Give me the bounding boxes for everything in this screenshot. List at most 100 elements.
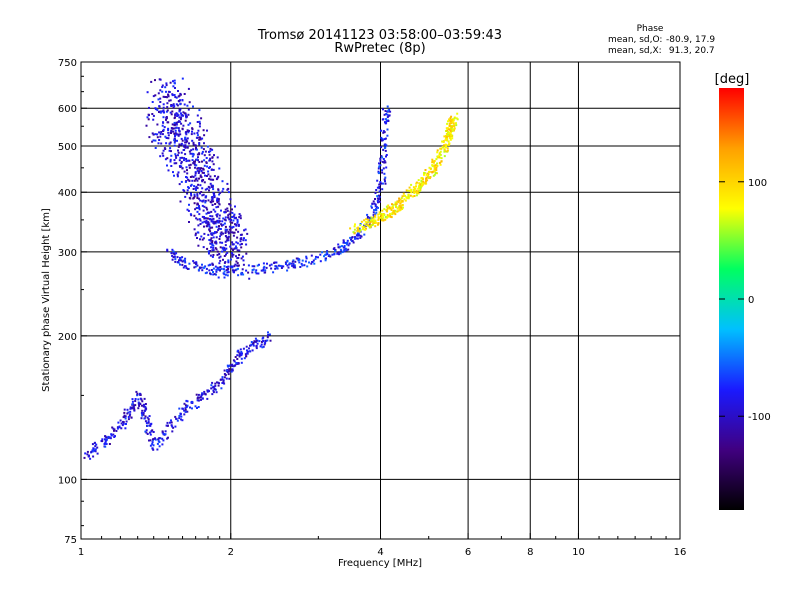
data-point bbox=[252, 342, 255, 345]
data-point bbox=[386, 113, 389, 116]
data-point bbox=[147, 420, 150, 423]
data-point bbox=[368, 226, 371, 229]
data-point bbox=[246, 350, 249, 353]
data-point bbox=[450, 127, 453, 129]
data-point bbox=[212, 254, 215, 256]
data-point bbox=[349, 236, 352, 239]
data-point bbox=[229, 220, 232, 223]
data-point bbox=[202, 167, 204, 170]
data-point bbox=[199, 238, 201, 241]
data-point bbox=[158, 105, 161, 108]
data-point bbox=[373, 220, 375, 223]
data-point bbox=[406, 197, 409, 200]
data-point bbox=[185, 116, 188, 119]
data-point bbox=[369, 216, 372, 219]
data-point bbox=[213, 196, 216, 199]
data-point bbox=[226, 209, 229, 212]
data-point bbox=[300, 262, 303, 265]
data-point bbox=[206, 397, 209, 400]
data-point bbox=[451, 129, 454, 132]
data-point bbox=[237, 274, 240, 277]
data-point bbox=[378, 187, 381, 190]
data-point bbox=[151, 443, 154, 445]
data-point bbox=[392, 203, 395, 206]
data-point bbox=[185, 267, 188, 269]
data-point bbox=[190, 183, 193, 186]
data-point bbox=[164, 86, 167, 89]
data-point bbox=[175, 103, 178, 106]
data-point bbox=[124, 417, 127, 420]
data-point bbox=[378, 194, 380, 197]
data-point bbox=[452, 122, 455, 125]
data-point bbox=[209, 242, 212, 245]
data-point bbox=[236, 242, 239, 245]
data-point bbox=[158, 131, 161, 134]
data-point bbox=[164, 135, 167, 138]
data-point bbox=[424, 182, 427, 185]
stats-o-label: mean, sd,O: bbox=[608, 35, 662, 45]
data-point bbox=[137, 407, 140, 410]
data-point bbox=[174, 153, 177, 156]
data-point bbox=[295, 257, 298, 260]
data-point bbox=[393, 212, 396, 215]
data-point bbox=[433, 169, 436, 172]
data-point bbox=[210, 201, 213, 204]
data-point bbox=[352, 241, 355, 244]
data-point bbox=[344, 242, 347, 244]
data-point bbox=[213, 192, 216, 195]
data-point bbox=[228, 369, 231, 372]
data-point bbox=[200, 191, 203, 193]
data-point bbox=[384, 110, 387, 112]
data-point bbox=[236, 350, 239, 353]
data-point bbox=[204, 188, 207, 191]
data-point bbox=[186, 104, 189, 107]
data-point bbox=[262, 336, 265, 339]
data-point bbox=[226, 188, 229, 191]
data-point bbox=[225, 228, 228, 231]
data-point bbox=[222, 223, 225, 226]
data-point bbox=[365, 227, 367, 230]
data-point bbox=[350, 238, 352, 241]
data-point bbox=[156, 133, 159, 136]
data-point bbox=[198, 218, 201, 221]
data-point bbox=[257, 272, 260, 275]
data-point bbox=[448, 124, 451, 127]
data-point bbox=[440, 157, 443, 160]
data-point bbox=[224, 374, 227, 376]
data-point bbox=[221, 180, 224, 183]
data-point bbox=[195, 217, 198, 220]
data-point bbox=[419, 184, 422, 187]
data-point bbox=[165, 137, 168, 139]
data-point bbox=[187, 131, 190, 134]
data-point bbox=[152, 448, 155, 451]
data-point bbox=[196, 121, 199, 123]
data-point bbox=[268, 264, 271, 267]
data-point bbox=[208, 177, 211, 180]
y-axis-label: Stationary phase Virtual Height [km] bbox=[41, 208, 52, 392]
data-point bbox=[245, 243, 248, 246]
data-point bbox=[174, 135, 176, 138]
data-point bbox=[165, 424, 168, 427]
data-point bbox=[232, 225, 235, 228]
data-point bbox=[91, 450, 94, 453]
data-point bbox=[373, 209, 376, 211]
data-point bbox=[163, 126, 166, 129]
data-point bbox=[206, 187, 209, 190]
data-point bbox=[223, 376, 226, 379]
data-point bbox=[154, 107, 157, 110]
data-point bbox=[348, 242, 351, 245]
data-point bbox=[243, 357, 246, 360]
data-point bbox=[207, 170, 210, 173]
data-point bbox=[227, 261, 230, 264]
data-point bbox=[435, 166, 438, 169]
data-point bbox=[194, 144, 197, 147]
data-point bbox=[143, 403, 145, 406]
data-point bbox=[211, 233, 214, 236]
data-point bbox=[422, 182, 425, 185]
data-point bbox=[432, 161, 435, 164]
data-point bbox=[379, 183, 382, 186]
data-point bbox=[167, 127, 170, 130]
data-point bbox=[217, 276, 220, 279]
data-point bbox=[240, 272, 243, 275]
data-point bbox=[181, 167, 184, 170]
